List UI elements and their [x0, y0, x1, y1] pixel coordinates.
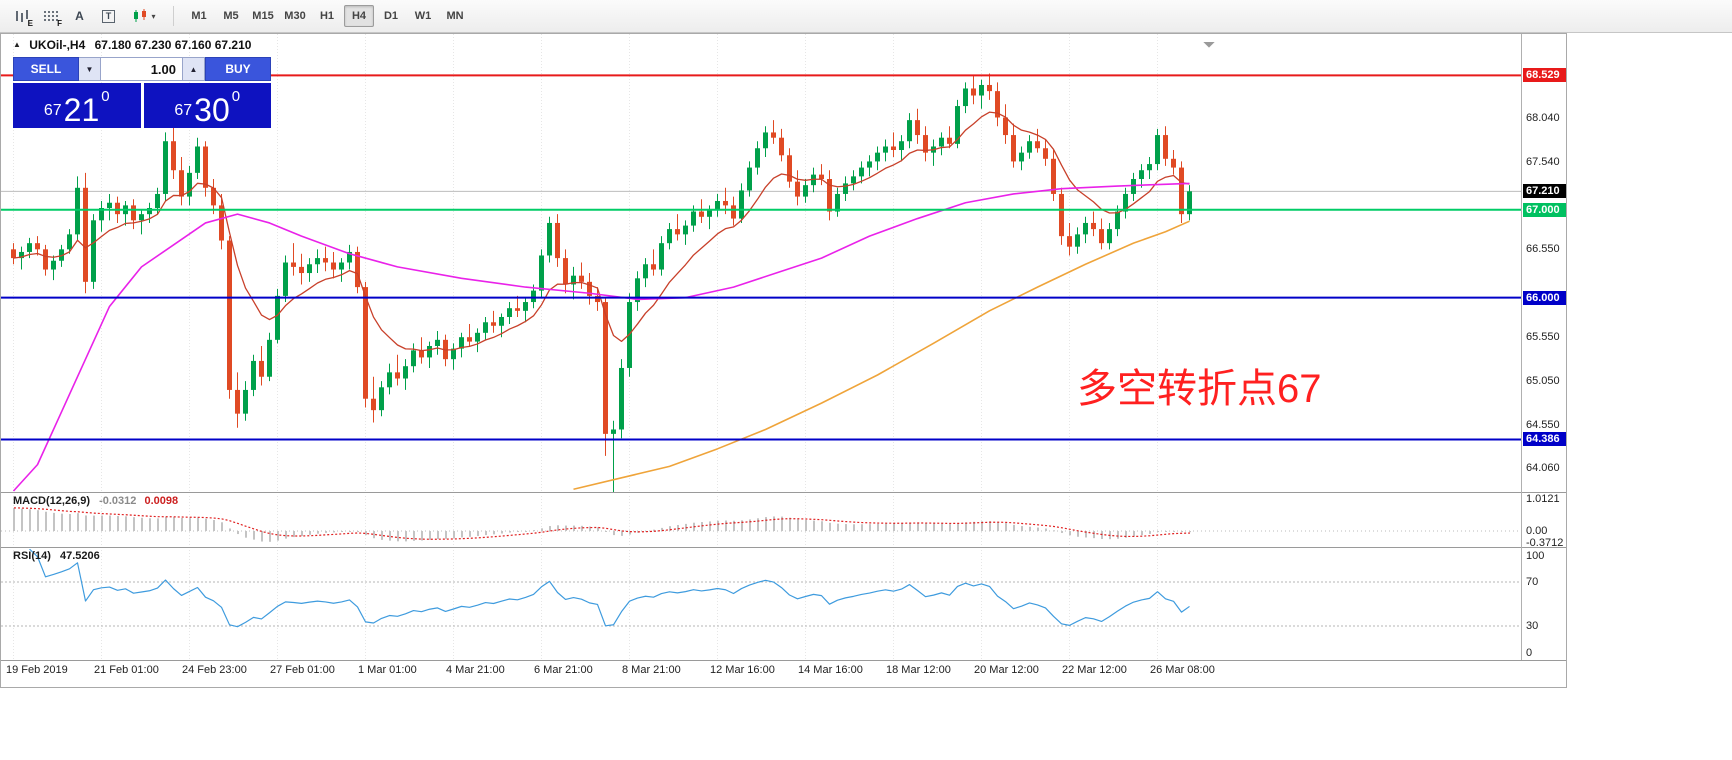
chart-title: ▲ UKOil-,H4 67.180 67.230 67.160 67.210: [13, 38, 251, 52]
timeframe-M1[interactable]: M1: [184, 5, 214, 27]
macd-axis-label: 0.00: [1526, 525, 1548, 537]
price-axis-label: 64.550: [1526, 419, 1560, 432]
textbox-tool-button[interactable]: T: [95, 4, 122, 28]
price-axis-label: 64.386: [1523, 432, 1566, 447]
pattern-tool-icon: [134, 9, 147, 22]
timeframe-D1[interactable]: D1: [376, 5, 406, 27]
time-axis-label: 8 Mar 21:00: [622, 664, 681, 676]
timeframe-M5[interactable]: M5: [216, 5, 246, 27]
buy-price-integer: 67: [174, 102, 193, 119]
time-axis-label: 14 Mar 16:00: [798, 664, 863, 676]
time-axis-label: 26 Mar 08:00: [1150, 664, 1215, 676]
ohlc-values: 67.180 67.230 67.160 67.210: [94, 38, 252, 52]
volume-input[interactable]: [101, 57, 183, 81]
pattern-tool-caret-icon: ▾: [151, 11, 156, 21]
chart-annotation-text: 多空转折点67: [1077, 367, 1322, 411]
timeframe-M30[interactable]: M30: [280, 5, 310, 27]
price-axis-label: 67.540: [1526, 156, 1560, 169]
volume-dropdown-button[interactable]: ▼: [79, 57, 101, 81]
top-toolbar: E F A T ▾ M1 M5 M15 M30 H1 H4 D1 W1 MN: [0, 0, 1732, 33]
bars-tool-button[interactable]: E: [8, 4, 35, 28]
macd-axis-label: -0.3712: [1526, 536, 1564, 549]
grid-tool-sub-label: F: [57, 19, 62, 28]
time-axis-label: 4 Mar 21:00: [446, 664, 505, 676]
sell-button[interactable]: SELL: [13, 57, 79, 81]
sell-price-display[interactable]: 67 21 0: [13, 83, 141, 128]
macd-main-value: -0.0312: [99, 495, 137, 507]
timeframe-MN[interactable]: MN: [440, 5, 470, 27]
volume-increase-button[interactable]: ▲: [183, 57, 205, 81]
sell-price-integer: 67: [43, 102, 62, 119]
buy-price-pips: 30: [194, 91, 230, 128]
time-axis-label: 6 Mar 21:00: [534, 664, 593, 676]
timeframe-H4[interactable]: H4: [344, 5, 374, 27]
sell-price-pips: 21: [63, 91, 100, 128]
timeframe-H1[interactable]: H1: [312, 5, 342, 27]
rsi-axis-label: 0: [1526, 647, 1533, 659]
horizontal-level-lines: [1, 74, 1521, 441]
buy-price-point: 0: [231, 88, 241, 105]
text-tool-button[interactable]: A: [66, 4, 93, 28]
textbox-tool-icon: T: [101, 9, 116, 23]
time-axis-label: 24 Feb 23:00: [182, 664, 247, 676]
macd-signal-value: 0.0098: [144, 495, 179, 507]
price-axis-label: 67.210: [1523, 184, 1566, 199]
time-axis-label: 18 Mar 12:00: [886, 664, 951, 676]
price-axis-label: 66.550: [1526, 243, 1560, 256]
macd-panel: [1, 507, 1521, 542]
grid-tool-button[interactable]: F: [37, 4, 64, 28]
rsi-axis-label: 70: [1526, 576, 1539, 588]
pattern-tool-button[interactable]: ▾: [124, 4, 164, 28]
one-click-trading-panel: SELL ▼ ▲ BUY 67 21 0 67 30 0: [13, 57, 271, 128]
macd-name: MACD(12,26,9): [13, 495, 91, 507]
rsi-value: 47.5206: [59, 550, 100, 562]
time-axis-label: 12 Mar 16:00: [710, 664, 775, 676]
price-axis-label: 68.529: [1523, 68, 1566, 83]
text-tool-icon: A: [75, 9, 84, 23]
chart-subwindow: ▲ UKOil-,H4 67.180 67.230 67.160 67.210 …: [0, 33, 1567, 688]
buy-price-display[interactable]: 67 30 0: [143, 83, 271, 128]
chart-area[interactable]: ▲ UKOil-,H4 67.180 67.230 67.160 67.210 …: [1, 34, 1566, 687]
macd-axis-label: 1.0121: [1526, 493, 1560, 505]
rsi-panel: [1, 548, 1521, 628]
toolbar-separator: [173, 6, 174, 26]
time-axis-label: 27 Feb 01:00: [270, 664, 335, 676]
trade-panel-prices: 67 21 0 67 30 0: [13, 83, 271, 128]
price-axis-label: 67.000: [1523, 202, 1566, 217]
rsi-axis-label: 30: [1526, 620, 1539, 632]
timeframe-W1[interactable]: W1: [408, 5, 438, 27]
grid-icon: [43, 11, 58, 21]
symbol-timeframe-label: UKOil-,H4: [29, 38, 86, 52]
time-axis-label: 21 Feb 01:00: [94, 664, 159, 676]
buy-button[interactable]: BUY: [205, 57, 271, 81]
price-axis-label: 68.040: [1526, 112, 1560, 125]
collapse-trade-panel-icon[interactable]: ▲: [13, 40, 21, 49]
bars-tool-sub-label: E: [27, 19, 33, 28]
panel-separators: [1, 34, 1566, 662]
chart-canvas: [1, 34, 1566, 662]
rsi-axis-label: 100: [1526, 550, 1545, 562]
time-axis-label: 1 Mar 01:00: [358, 664, 417, 676]
timeframe-M15[interactable]: M15: [248, 5, 278, 27]
sell-price-point: 0: [101, 88, 110, 105]
time-axis-label: 22 Mar 12:00: [1062, 664, 1127, 676]
price-axis-label: 64.060: [1526, 462, 1560, 475]
price-axis-label: 66.000: [1523, 290, 1566, 305]
price-axis-label: 65.550: [1526, 331, 1560, 344]
bars-icon: [15, 10, 28, 22]
grid-lines: [1, 34, 1521, 660]
macd-indicator-label: MACD(12,26,9) -0.0312 0.0098: [13, 495, 178, 507]
trade-panel-controls: SELL ▼ ▲ BUY: [13, 57, 271, 81]
rsi-indicator-label: RSI(14) 47.5206: [13, 550, 100, 562]
rsi-name: RSI(14): [13, 550, 51, 562]
timeframe-group: M1 M5 M15 M30 H1 H4 D1 W1 MN: [183, 5, 471, 27]
candlestick-series: [11, 73, 1192, 493]
price-axis-label: 65.050: [1526, 375, 1560, 388]
time-axis-label: 20 Mar 12:00: [974, 664, 1039, 676]
time-axis-label: 19 Feb 2019: [6, 664, 68, 676]
